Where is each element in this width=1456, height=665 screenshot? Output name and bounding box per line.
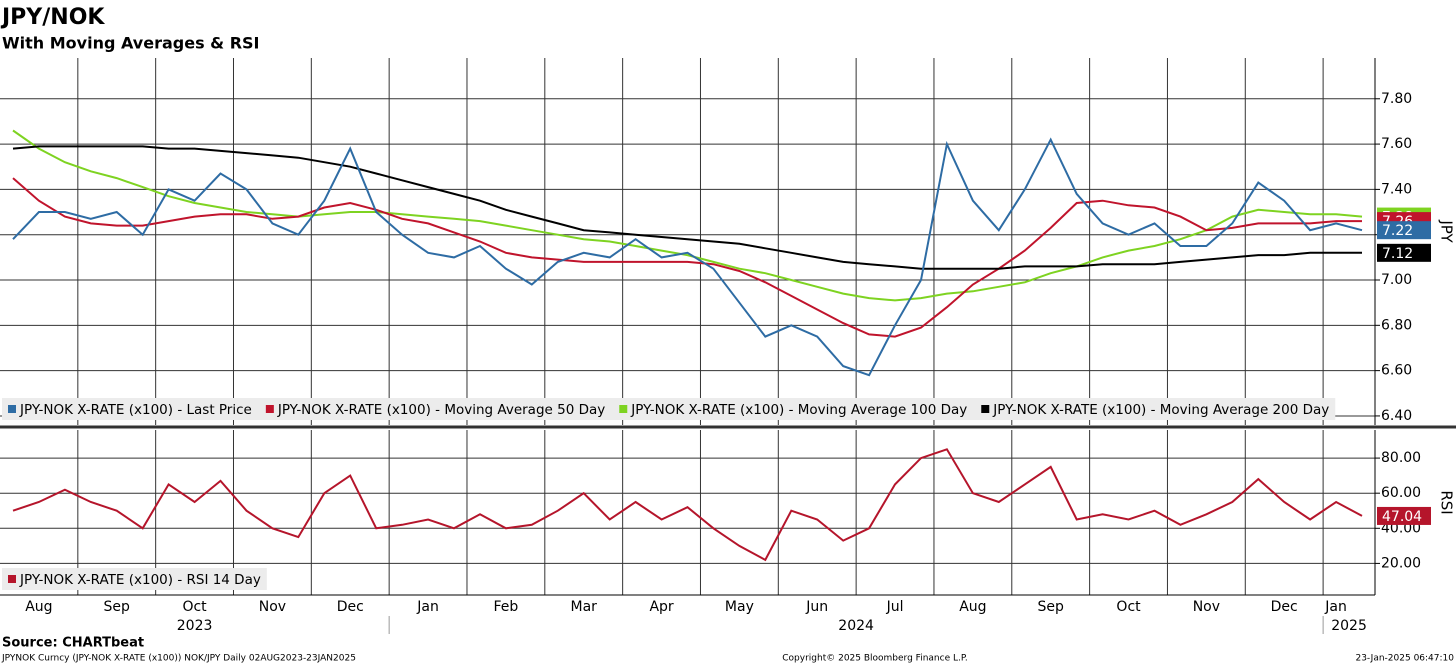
series-line — [12, 177, 1362, 338]
x-tick-label: Jul — [886, 599, 904, 615]
legend-bg — [2, 568, 267, 590]
x-tick-label: Mar — [571, 599, 598, 615]
end-label: 47.04 — [1382, 509, 1422, 525]
end-label: 7.12 — [1382, 246, 1413, 262]
x-tick-label: Sep — [104, 599, 131, 615]
y-tick-label: 80.00 — [1381, 450, 1421, 466]
x-tick-label: Apr — [649, 599, 673, 615]
end-label-box — [1377, 221, 1431, 240]
x-tick-label: May — [725, 599, 754, 615]
series-line — [12, 137, 1363, 377]
legend-swatch — [8, 575, 16, 583]
y-tick-label: 6.80 — [1381, 317, 1412, 333]
x-tick-label: Oct — [1116, 599, 1141, 615]
legend-swatch — [981, 405, 990, 413]
x-tick-label: Aug — [25, 599, 52, 615]
legend-swatch — [265, 405, 274, 413]
x-tick-label: Feb — [493, 599, 518, 615]
series-line — [12, 448, 1363, 562]
y-tick-label: 7.60 — [1381, 136, 1412, 152]
legend-label: JPY-NOK X-RATE (x100) - Moving Average 5… — [277, 402, 605, 418]
x-tick-label: Sep — [1038, 599, 1065, 615]
description: JPYNOK Curncy (JPY-NOK X-RATE (x100)) NO… — [1, 654, 356, 664]
legend-label: JPY-NOK X-RATE (x100) - RSI 14 Day — [19, 572, 261, 588]
y-tick-label: 6.60 — [1381, 363, 1412, 379]
end-label-box — [1377, 243, 1431, 262]
x-tick-label: Dec — [1271, 599, 1298, 615]
series-line — [12, 129, 1363, 302]
timestamp: 23-Jan-2025 06:47:10 — [1355, 654, 1454, 664]
y-tick-label: 6.40 — [1381, 408, 1412, 424]
y-tick-label: 7.80 — [1381, 91, 1412, 107]
x-tick-label: Oct — [182, 599, 207, 615]
y-tick-label: 60.00 — [1381, 485, 1421, 501]
year-label: 2024 — [838, 618, 874, 634]
y-tick-label: 7.40 — [1381, 181, 1412, 197]
legend-bg — [2, 398, 1336, 420]
end-label: 7.22 — [1382, 223, 1413, 239]
copyright: Copyright© 2025 Bloomberg Finance L.P. — [782, 654, 967, 664]
x-tick-label: Aug — [959, 599, 986, 615]
x-tick-label: Dec — [337, 599, 364, 615]
chart-subtitle: With Moving Averages & RSI — [2, 34, 259, 53]
source: Source: CHARTbeat — [2, 636, 144, 651]
y-tick-label: 7.00 — [1381, 272, 1412, 288]
y-tick-label: 20.00 — [1381, 555, 1421, 571]
x-tick-label: Jan — [1324, 599, 1347, 615]
chart-title: JPY/NOK — [0, 5, 105, 30]
legend-label: JPY-NOK X-RATE (x100) - Moving Average 1… — [630, 402, 967, 418]
series-line — [12, 145, 1362, 270]
x-tick-label: Nov — [1193, 599, 1220, 615]
end-label-box — [1377, 506, 1431, 525]
year-label: 2025 — [1331, 618, 1367, 634]
legend-swatch — [8, 405, 16, 413]
x-tick-label: Jan — [416, 599, 439, 615]
y-axis-title: JPY — [1438, 219, 1456, 243]
legend-swatch — [619, 405, 628, 413]
legend-label: JPY-NOK X-RATE (x100) - Moving Average 2… — [992, 402, 1329, 418]
x-tick-label: Jun — [805, 599, 828, 615]
year-label: 2023 — [177, 618, 213, 634]
legend-label: JPY-NOK X-RATE (x100) - Last Price — [19, 402, 252, 418]
x-tick-label: Nov — [259, 599, 286, 615]
y-axis-title: RSI — [1438, 490, 1456, 514]
